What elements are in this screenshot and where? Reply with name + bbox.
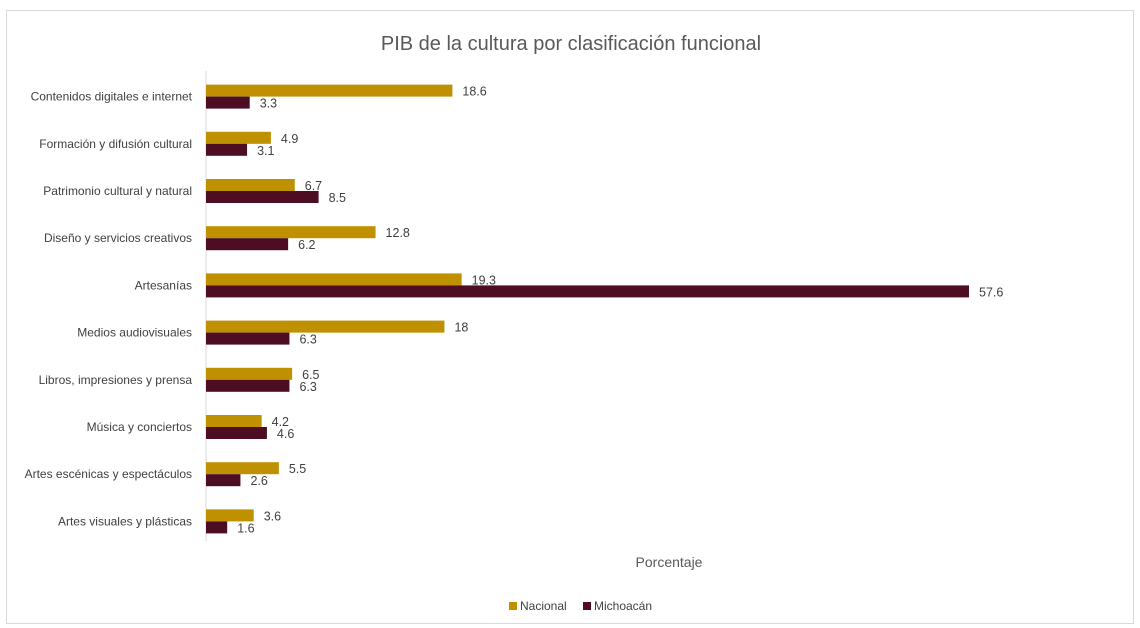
data-label: 18 <box>454 321 468 335</box>
legend-label: Michoacán <box>594 599 652 613</box>
data-labels: 18.63.34.93.16.78.512.86.219.357.6186.36… <box>237 85 1003 536</box>
chart-title: PIB de la cultura por clasificación func… <box>381 33 761 55</box>
data-label: 4.9 <box>281 132 298 146</box>
data-label: 2.6 <box>250 474 267 488</box>
chart-svg: PIB de la cultura por clasificación func… <box>25 33 1004 613</box>
category-label: Libros, impresiones y prensa <box>39 373 193 387</box>
category-label: Formación y difusión cultural <box>39 137 192 151</box>
data-label: 5.5 <box>289 462 306 476</box>
data-label: 6.2 <box>298 238 315 252</box>
bars <box>206 84 969 534</box>
bar-nacional <box>206 84 453 97</box>
category-label: Medios audiovisuales <box>77 326 192 340</box>
bar-michoacn <box>206 474 241 487</box>
data-label: 6.5 <box>302 368 319 382</box>
data-label: 3.3 <box>260 97 277 111</box>
data-label: 57.6 <box>979 285 1003 299</box>
data-label: 19.3 <box>472 273 496 287</box>
data-label: 3.1 <box>257 144 274 158</box>
category-label: Artesanías <box>135 278 192 292</box>
legend-label: Nacional <box>520 599 567 613</box>
data-label: 6.7 <box>305 179 322 193</box>
category-label: Diseño y servicios creativos <box>44 231 192 245</box>
category-labels: Contenidos digitales e internet Formación… <box>25 90 193 529</box>
data-label: 1.6 <box>237 521 254 535</box>
data-label: 4.6 <box>277 427 294 441</box>
data-label: 6.3 <box>299 333 316 347</box>
legend: Nacional Michoacán <box>509 599 652 613</box>
bar-michoacn <box>206 191 319 203</box>
bar-nacional <box>206 320 445 333</box>
bar-nacional <box>206 226 376 239</box>
data-label: 12.8 <box>386 226 410 240</box>
bar-michoacn <box>206 285 969 298</box>
data-label: 8.5 <box>329 191 346 205</box>
bar-nacional <box>206 509 254 522</box>
data-label: 6.3 <box>299 380 316 394</box>
data-label: 18.6 <box>462 85 486 99</box>
bar-michoacn <box>206 379 290 392</box>
chart-frame: PIB de la cultura por clasificación func… <box>6 10 1134 624</box>
category-label: Artes escénicas y espectáculos <box>25 467 192 481</box>
bar-nacional <box>206 367 293 380</box>
bar-nacional <box>206 462 279 475</box>
bar-michoacn <box>206 96 250 109</box>
category-label: Artes visuales y plásticas <box>58 514 192 528</box>
bar-nacional <box>206 131 271 144</box>
category-label: Patrimonio cultural y natural <box>43 184 192 198</box>
x-axis-title: Porcentaje <box>636 554 703 570</box>
category-label: Contenidos digitales e internet <box>31 90 193 104</box>
bar-michoacn <box>206 521 228 534</box>
legend-swatch <box>583 602 591 610</box>
bar-nacional <box>206 179 295 191</box>
bar-michoacn <box>206 143 248 156</box>
category-label: Música y conciertos <box>87 420 192 434</box>
legend-swatch <box>509 602 517 610</box>
data-label: 4.2 <box>272 415 289 429</box>
bar-michoacn <box>206 238 289 251</box>
bar-nacional <box>206 415 262 427</box>
bar-michoacn <box>206 332 290 345</box>
bar-nacional <box>206 273 462 286</box>
bar-michoacn <box>206 427 267 439</box>
data-label: 3.6 <box>264 509 281 523</box>
